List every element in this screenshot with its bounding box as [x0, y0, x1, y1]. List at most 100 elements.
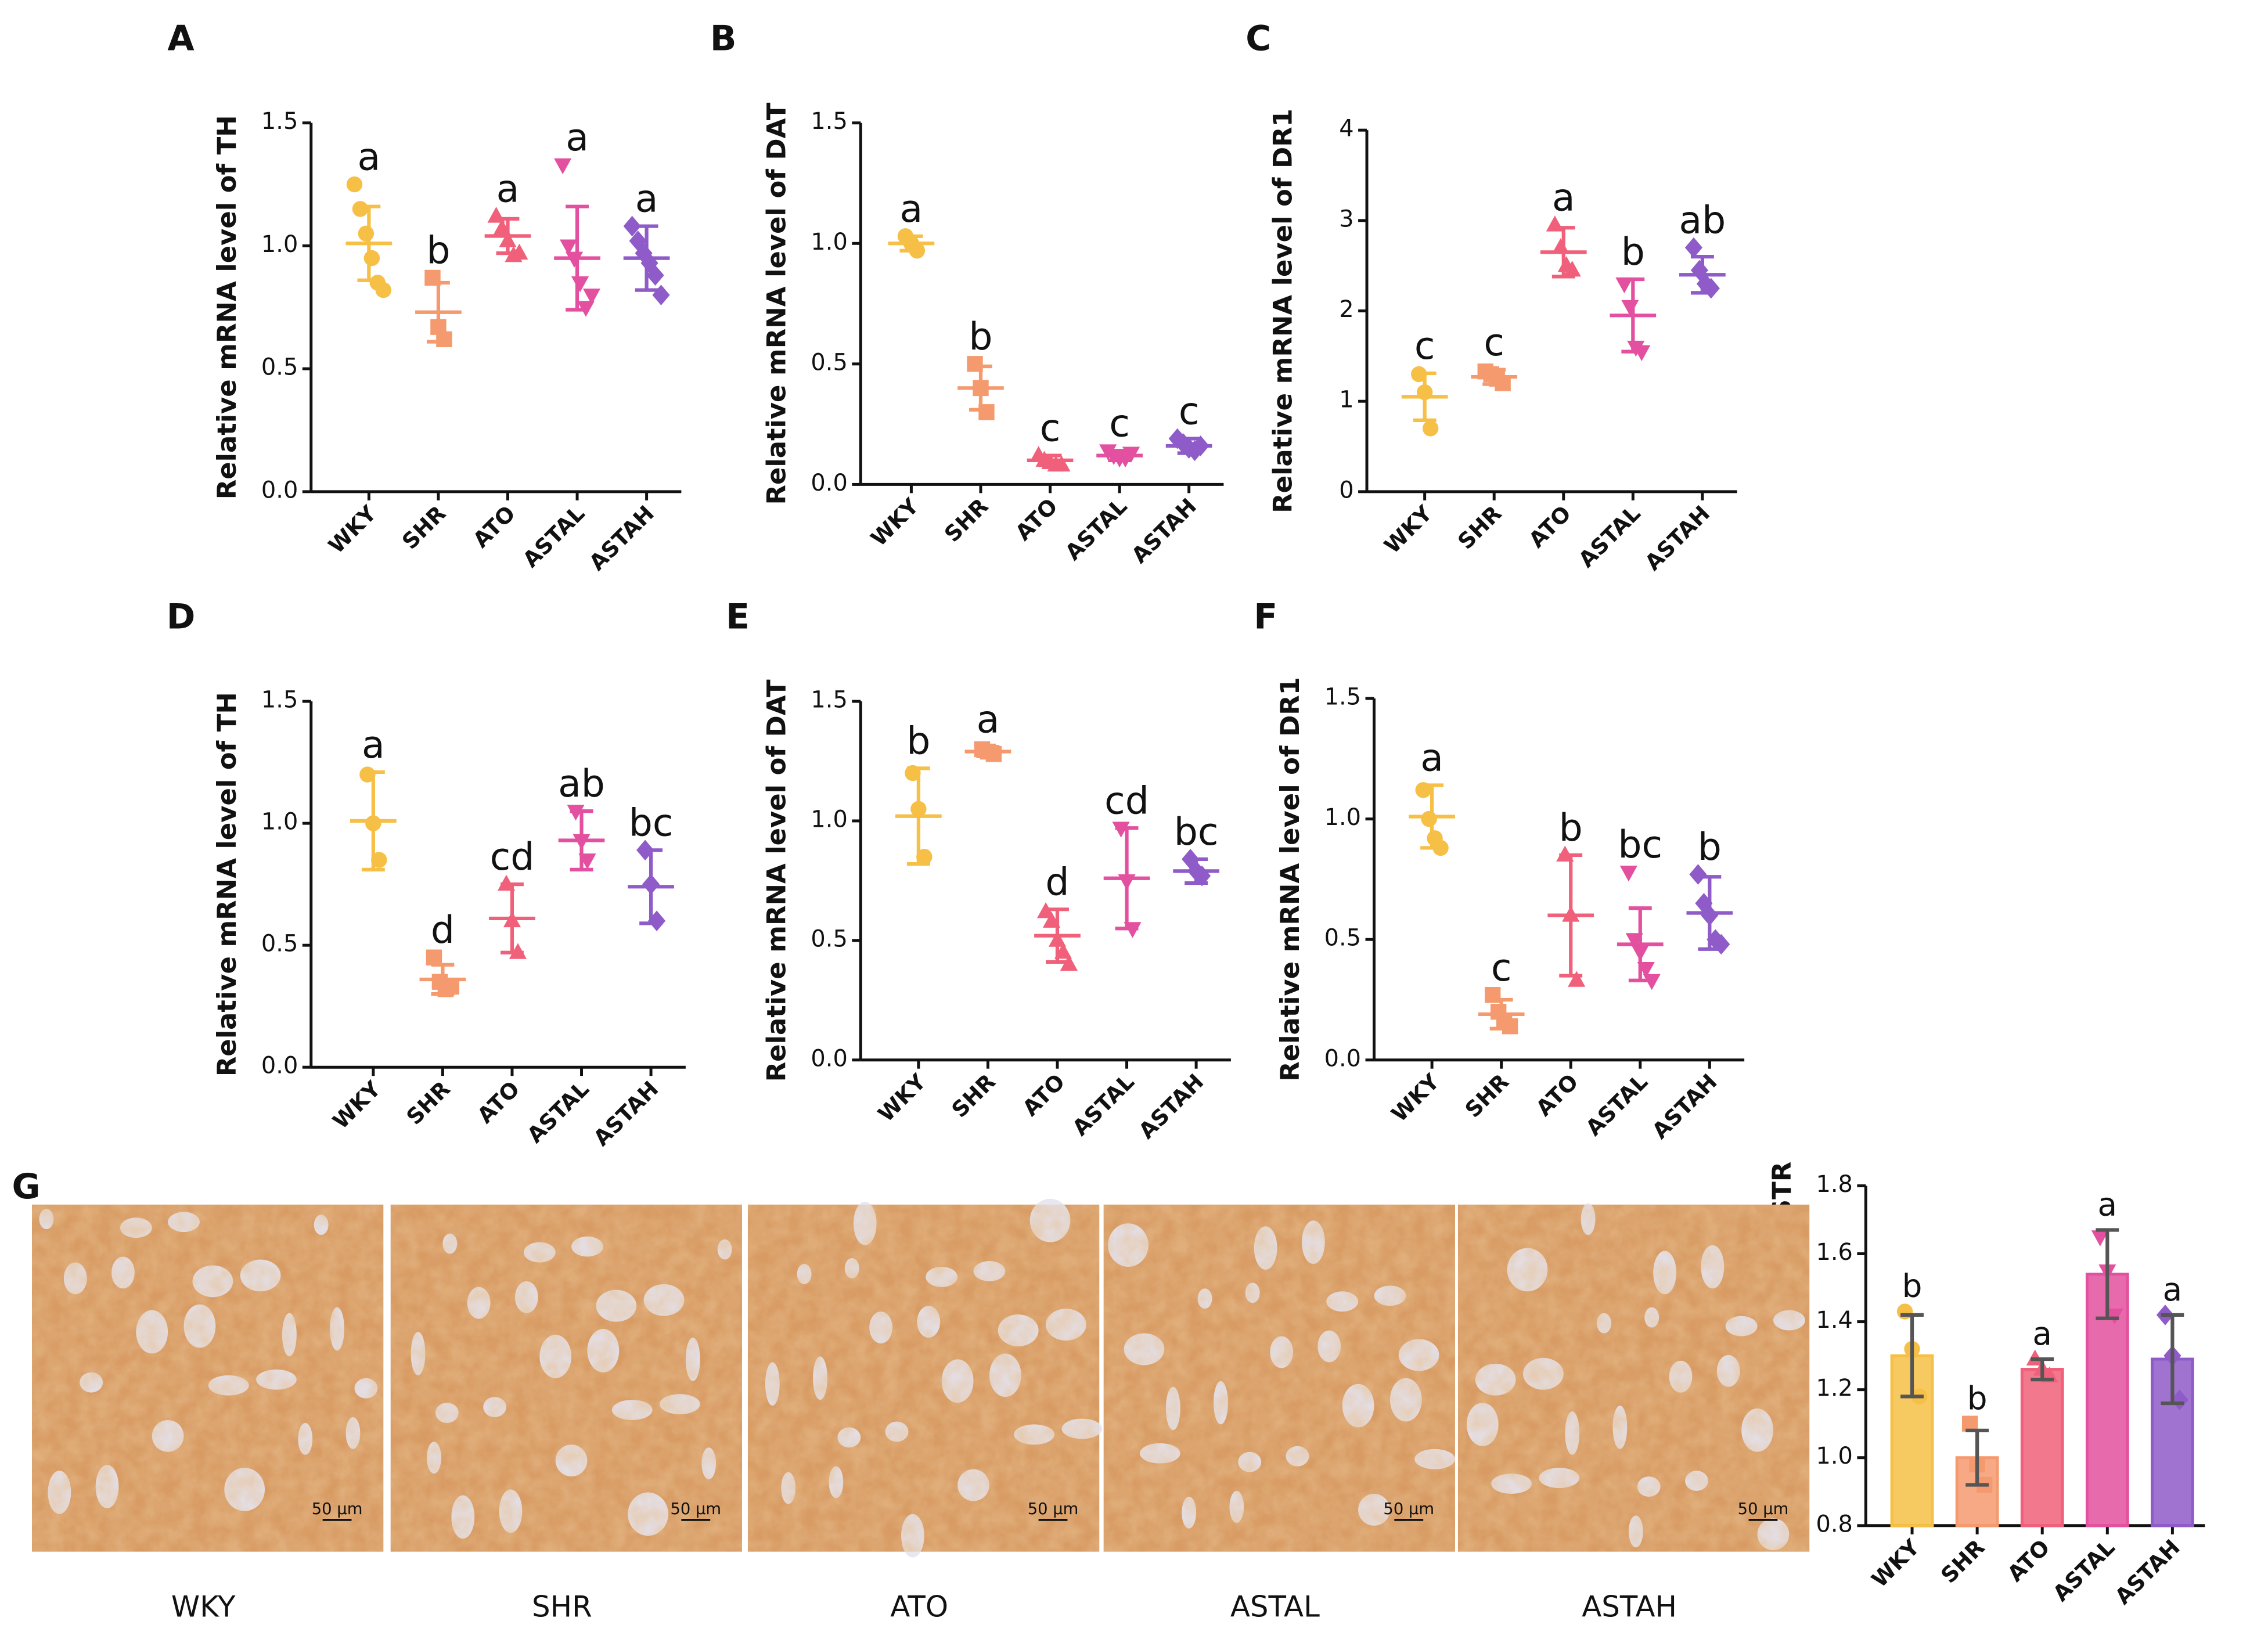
- data-point: [426, 949, 442, 965]
- y-tick-label: 0.5: [1324, 925, 1361, 952]
- x-tick-label: ASTAL: [2048, 1534, 2120, 1606]
- data-point: [1619, 865, 1637, 882]
- y-tick-label: 1.5: [261, 687, 298, 714]
- y-tick-label: 1.5: [811, 108, 847, 135]
- x-tick-label: ASTAL: [1060, 493, 1132, 565]
- y-tick-label: 0.0: [811, 470, 847, 496]
- significance-letter: b: [969, 315, 992, 359]
- y-tick-label: 1.2: [1816, 1375, 1853, 1402]
- significance-letter: cd: [490, 835, 535, 879]
- data-point: [2170, 1389, 2188, 1411]
- significance-letter: bc: [1174, 810, 1219, 854]
- data-point: [560, 239, 578, 255]
- y-tick-label: 1.0: [261, 809, 298, 835]
- x-tick-label: ASTAH: [2110, 1534, 2185, 1609]
- y-tick-label: 1.5: [1324, 684, 1361, 711]
- significance-letter: a: [1420, 737, 1443, 780]
- x-tick-label: SHR: [1453, 500, 1507, 554]
- x-tick-label: ATO: [1010, 493, 1063, 546]
- data-point: [1502, 1018, 1518, 1035]
- y-axis-title: Relative mRNA level of DAT: [761, 102, 792, 505]
- x-tick-label: SHR: [401, 1076, 455, 1130]
- data-point: [1053, 455, 1071, 472]
- y-tick-label: 0.5: [261, 931, 298, 957]
- x-tick-label: SHR: [1460, 1069, 1514, 1123]
- data-point: [1621, 300, 1639, 316]
- scale-bar-label: 50 μm: [1383, 1500, 1434, 1518]
- data-point: [358, 225, 375, 242]
- x-tick-label: WKY: [1387, 1068, 1445, 1127]
- significance-letter: a: [358, 136, 381, 179]
- x-tick-label: ASTAL: [522, 1076, 594, 1148]
- y-tick-label: 1.0: [811, 806, 847, 833]
- x-tick-label: ASTAH: [1647, 1069, 1722, 1144]
- x-tick-label: ATO: [1524, 500, 1576, 553]
- significance-letter: d: [1045, 860, 1069, 904]
- y-tick-label: 1.0: [1816, 1443, 1853, 1469]
- scale-bar-label: 50 μm: [1028, 1500, 1079, 1518]
- significance-letter: bc: [1618, 823, 1662, 867]
- significance-letter: c: [1179, 390, 1200, 434]
- x-tick-label: ASTAH: [1126, 493, 1201, 568]
- significance-letter: b: [1621, 230, 1645, 274]
- x-tick-label: ASTAH: [1640, 500, 1715, 575]
- x-tick-label: ATO: [1531, 1069, 1583, 1121]
- significance-letter: cd: [1104, 779, 1149, 823]
- y-tick-label: 1.6: [1816, 1239, 1853, 1266]
- y-tick-label: 0.0: [1324, 1045, 1361, 1072]
- significance-letter: a: [900, 188, 923, 231]
- y-axis-title: Relative mRNA level of TH: [211, 115, 242, 499]
- x-tick-label: WKY: [1379, 500, 1438, 559]
- image-caption: ATO: [890, 1590, 948, 1624]
- data-point: [554, 158, 572, 175]
- significance-letter: a: [635, 178, 658, 221]
- x-tick-label: ATO: [1017, 1069, 1070, 1121]
- y-tick-label: 1.8: [1816, 1171, 1853, 1198]
- x-tick-label: ASTAL: [1574, 500, 1646, 572]
- panel-label: G: [12, 1167, 41, 1207]
- data-point: [375, 282, 391, 298]
- scale-bar-label: 50 μm: [1738, 1500, 1789, 1518]
- significance-letter: c: [1484, 321, 1504, 365]
- data-point: [1684, 237, 1703, 258]
- x-tick-label: ATO: [468, 500, 520, 553]
- y-tick-label: 0.8: [1816, 1511, 1853, 1537]
- data-point: [1422, 420, 1439, 437]
- significance-letter: a: [1552, 176, 1575, 220]
- significance-letter: bc: [629, 801, 674, 845]
- y-tick-label: 3: [1339, 206, 1353, 232]
- panel-label: F: [1254, 597, 1277, 637]
- panel-label: C: [1245, 19, 1271, 59]
- x-tick-label: ASTAL: [1067, 1069, 1139, 1141]
- image-caption: ASTAL: [1230, 1590, 1320, 1624]
- significance-letter: d: [431, 909, 455, 952]
- data-point: [352, 201, 369, 217]
- x-tick-label: WKY: [327, 1076, 386, 1134]
- image-caption: WKY: [171, 1590, 236, 1624]
- significance-letter: b: [426, 229, 450, 273]
- data-point: [647, 910, 666, 931]
- tissue-texture: [32, 1204, 384, 1552]
- y-tick-label: 4: [1339, 116, 1353, 142]
- data-point: [2105, 1308, 2123, 1325]
- y-tick-label: 0.0: [261, 477, 298, 503]
- data-point: [646, 265, 664, 286]
- significance-letter: ab: [1679, 199, 1726, 243]
- x-tick-label: SHR: [939, 493, 993, 547]
- x-tick-label: ASTAH: [584, 500, 659, 575]
- image-caption: SHR: [532, 1590, 592, 1624]
- data-point: [1421, 810, 1437, 827]
- data-point: [346, 176, 363, 193]
- significance-letter: c: [1414, 325, 1435, 368]
- x-tick-label: WKY: [323, 500, 382, 559]
- x-tick-label: SHR: [397, 500, 451, 554]
- significance-letter: a: [2098, 1186, 2118, 1223]
- significance-letter: a: [496, 168, 520, 211]
- y-axis-title: Relative mRNA level of DR1: [1275, 677, 1305, 1082]
- significance-letter: b: [1698, 826, 1722, 869]
- data-point: [363, 250, 380, 266]
- significance-letter: b: [906, 719, 930, 763]
- y-tick-label: 1.4: [1816, 1307, 1853, 1334]
- tissue-texture: [747, 1204, 1100, 1552]
